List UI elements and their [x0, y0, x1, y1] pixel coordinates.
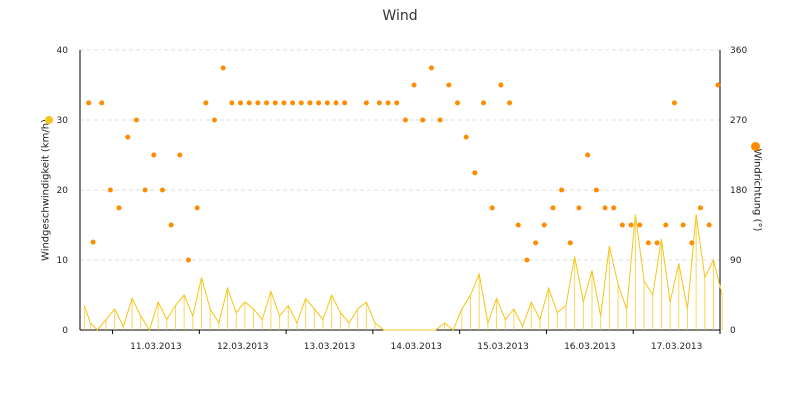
wind-direction-point [567, 240, 573, 246]
y-axis-right-label: Windrichtung (°) [751, 148, 763, 232]
y-axis-left-label: Windgeschwindigkeit (km/h) [40, 119, 52, 261]
wind-direction-point [90, 239, 96, 245]
wind-direction-point [402, 117, 408, 123]
speed-legend-marker [45, 116, 53, 124]
wind-direction-point [116, 205, 122, 211]
wind-direction-point [637, 222, 643, 228]
wind-direction-point [411, 82, 417, 88]
wind-direction-point [663, 222, 669, 228]
wind-direction-point [541, 222, 547, 228]
wind-direction-point [498, 82, 504, 88]
wind-direction-point [220, 65, 226, 71]
y-right-tick-label: 360 [730, 46, 747, 56]
wind-direction-point [86, 100, 92, 106]
wind-direction-point [697, 205, 703, 211]
wind-direction-point [151, 152, 157, 158]
wind-direction-point [107, 187, 113, 193]
wind-direction-point [515, 222, 521, 228]
wind-direction-point [446, 82, 452, 88]
wind-direction-point [264, 100, 270, 106]
wind-direction-point [272, 100, 278, 106]
wind-direction-point [316, 100, 322, 106]
wind-direction-point [628, 222, 634, 228]
chart-title: Wind [382, 8, 418, 24]
wind-direction-point [420, 117, 426, 123]
wind-direction-point [654, 240, 660, 246]
wind-direction-point [394, 100, 400, 106]
wind-direction-point [463, 134, 469, 140]
wind-direction-point [238, 100, 244, 106]
wind-direction-point [307, 100, 313, 106]
wind-direction-point [619, 222, 625, 228]
wind-direction-point [363, 100, 369, 106]
x-tick-label: 17.03.2013 [651, 342, 703, 352]
y-right-tick-label: 90 [730, 256, 742, 266]
wind-direction-point [246, 100, 252, 106]
wind-direction-point [472, 170, 478, 176]
wind-direction-point [342, 100, 348, 106]
wind-direction-point [168, 222, 174, 228]
wind-direction-point [255, 100, 261, 106]
wind-direction-point [428, 65, 434, 71]
y-right-tick-label: 270 [730, 116, 747, 126]
wind-direction-point [142, 187, 148, 193]
wind-direction-point [185, 257, 191, 263]
wind-direction-point [585, 152, 591, 158]
wind-direction-point [159, 187, 165, 193]
wind-direction-point [125, 134, 131, 140]
wind-direction-point [194, 205, 200, 211]
wind-direction-point [671, 100, 677, 106]
wind-direction-point [533, 240, 539, 246]
wind-direction-point [611, 205, 617, 211]
y-left-tick-label: 0 [62, 326, 68, 336]
wind-direction-point [298, 100, 304, 106]
wind-direction-point [680, 222, 686, 228]
wind-direction-point [645, 240, 651, 246]
x-tick-label: 13.03.2013 [304, 342, 356, 352]
wind-direction-point [324, 100, 330, 106]
wind-direction-point [602, 205, 608, 211]
y-right-tick-label: 0 [730, 326, 736, 336]
wind-direction-point [550, 205, 556, 211]
wind-direction-point [593, 187, 599, 193]
wind-direction-point [333, 100, 339, 106]
y-right-tick-label: 180 [730, 186, 747, 196]
wind-direction-point [706, 222, 712, 228]
wind-direction-point [715, 82, 721, 88]
wind-direction-point [133, 117, 139, 123]
wind-direction-point [290, 100, 296, 106]
wind-direction-point [507, 100, 513, 106]
wind-direction-point [99, 100, 105, 106]
wind-speed-series-line [83, 214, 723, 332]
x-tick-label: 14.03.2013 [391, 342, 443, 352]
wind-direction-point [454, 100, 460, 106]
wind-direction-point [481, 100, 487, 106]
y-left-tick-label: 10 [57, 256, 69, 266]
wind-direction-point [559, 187, 565, 193]
wind-direction-point [177, 152, 183, 158]
x-tick-label: 11.03.2013 [130, 342, 182, 352]
y-left-tick-label: 30 [57, 116, 69, 126]
y-left-tick-label: 40 [57, 46, 69, 56]
wind-direction-point [212, 117, 218, 123]
wind-direction-point [229, 100, 235, 106]
wind-direction-point [281, 100, 287, 106]
x-tick-label: 16.03.2013 [564, 342, 616, 352]
x-tick-label: 15.03.2013 [477, 342, 529, 352]
wind-direction-point [689, 240, 695, 246]
wind-direction-point [203, 100, 209, 106]
wind-direction-point [576, 205, 582, 211]
direction-legend-marker [751, 142, 760, 151]
wind-direction-point [489, 205, 495, 211]
wind-direction-point [385, 100, 391, 106]
x-tick-label: 12.03.2013 [217, 342, 269, 352]
wind-direction-point [376, 100, 382, 106]
wind-direction-point [437, 117, 443, 123]
wind-direction-point [524, 257, 530, 263]
y-left-tick-label: 20 [57, 186, 69, 196]
